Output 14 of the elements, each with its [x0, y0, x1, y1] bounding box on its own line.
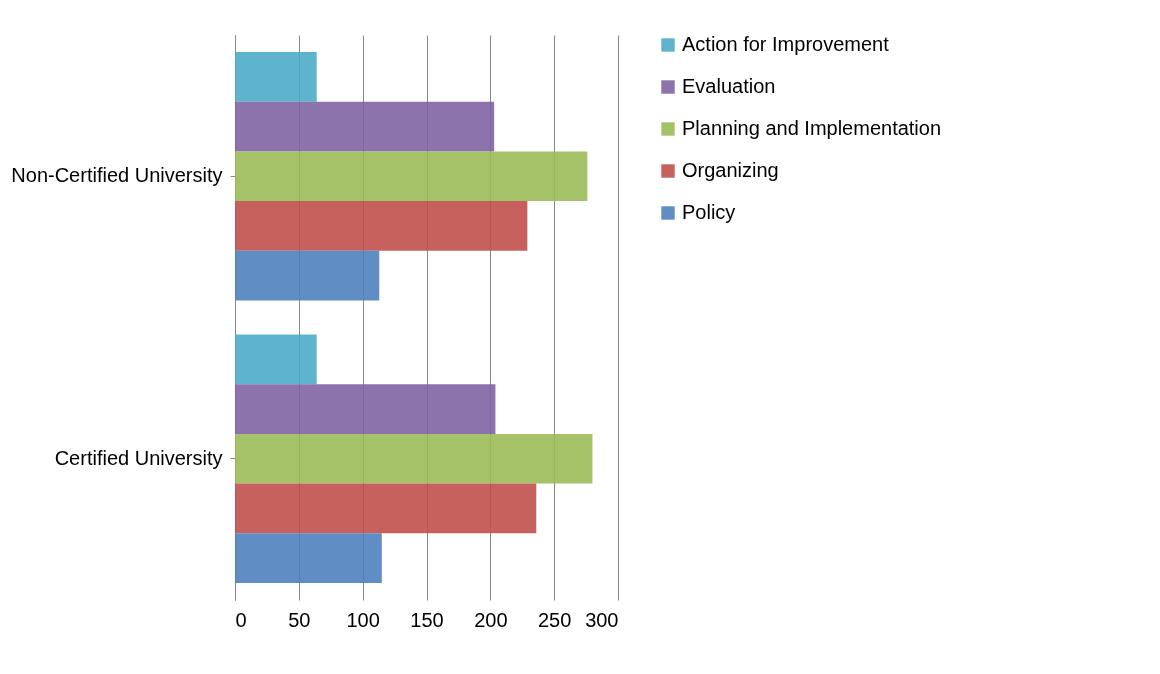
y-tick-label: Certified University: [54, 446, 223, 469]
y-tick-label: Non-Certified University: [11, 164, 223, 187]
x-tick-label: 200: [474, 608, 508, 631]
x-tick-label: 100: [346, 608, 380, 631]
legend-label: Planning and Implementation: [682, 117, 942, 139]
x-tick-label: 250: [537, 608, 572, 631]
x-tick-label: 50: [288, 608, 311, 631]
x-tick-label: 300: [585, 608, 619, 631]
legend-label: Action for Improvement: [682, 33, 890, 55]
x-tick-label: 150: [410, 608, 444, 631]
legend-label: Policy: [682, 201, 736, 223]
legend-label: Organizing: [682, 159, 779, 181]
x-tick-label: 0: [235, 608, 247, 631]
legend-label: Evaluation: [682, 75, 776, 97]
